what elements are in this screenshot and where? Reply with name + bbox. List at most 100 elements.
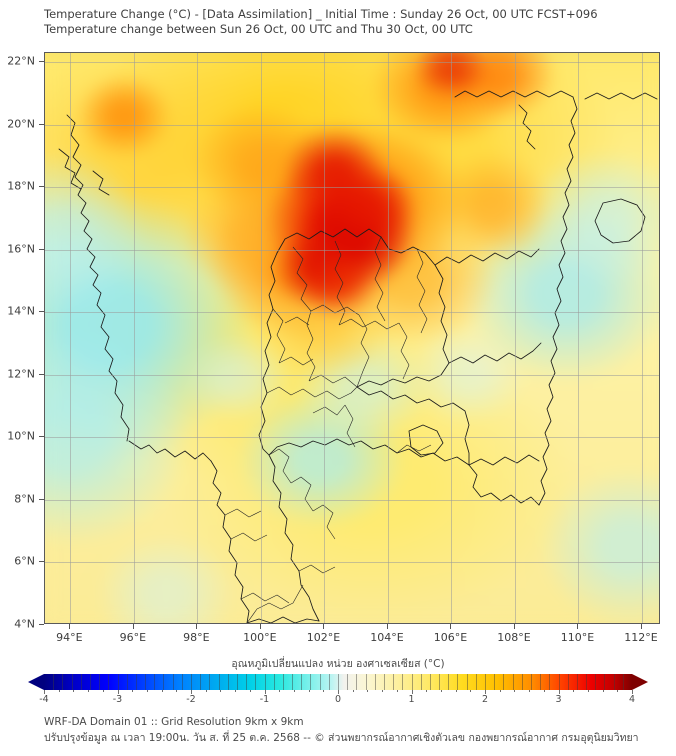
colorbar-segment-divider (80, 674, 82, 690)
colorbar-segment-divider (163, 674, 165, 690)
gridline-horizontal (45, 312, 659, 314)
title-line-2: Temperature change between Sun 26 Oct, 0… (44, 22, 473, 36)
title-line-1: Temperature Change (°C) - [Data Assimila… (44, 7, 598, 21)
colorbar-segment-divider (135, 674, 137, 690)
colorbar-minor-tick (455, 690, 457, 692)
colorbar-tick-label: 3 (555, 694, 562, 705)
field-smoothing-overlay (45, 53, 659, 623)
x-axis-label: 100°E (243, 631, 277, 644)
colorbar-segment-divider (282, 674, 284, 690)
colorbar-segment-divider (53, 674, 55, 690)
x-axis-tick (323, 624, 325, 629)
y-axis-label: 6°N (14, 554, 35, 568)
colorbar-segment-divider (209, 674, 211, 690)
y-axis-tick (39, 123, 44, 125)
colorbar-title: อุณหภูมิเปลี่ยนแปลง หน่วย องศาเซลเซียส (… (231, 658, 445, 670)
colorbar-segment-divider (154, 674, 156, 690)
colorbar-tick (44, 690, 45, 694)
colorbar-minor-tick (352, 690, 354, 692)
x-axis-label: 110°E (560, 631, 595, 644)
colorbar: อุณหภูมิเปลี่ยนแปลง หน่วย องศาเซลเซียส (… (0, 655, 676, 711)
colorbar-segment-divider (200, 674, 202, 690)
colorbar-minor-tick (102, 690, 104, 692)
colorbar-minor-tick (367, 690, 369, 692)
colorbar-minor-tick (617, 690, 619, 692)
y-axis-label: 18°N (7, 179, 35, 193)
gridline-vertical (197, 53, 199, 623)
colorbar-minor-tick (279, 690, 281, 692)
y-axis-tick (39, 373, 44, 375)
gridline-horizontal (45, 124, 659, 126)
colorbar-tick (264, 690, 266, 694)
colorbar-tick-label: 2 (481, 694, 489, 705)
colorbar-minor-tick (470, 690, 472, 692)
colorbar-minor-tick (293, 690, 295, 692)
y-axis-tick (39, 498, 44, 500)
gridline-horizontal (45, 374, 659, 376)
colorbar-segment-divider (301, 674, 303, 690)
colorbar-segment-divider (383, 674, 385, 690)
colorbar-minor-tick (205, 690, 207, 692)
colorbar-segment-divider (145, 674, 147, 690)
colorbar-segment-divider (181, 674, 183, 690)
colorbar-segment-divider (613, 674, 615, 690)
coastline-overlay (58, 90, 658, 623)
y-axis-label: 14°N (7, 304, 35, 318)
colorbar-segment-divider (512, 674, 514, 690)
y-axis-label: 16°N (7, 242, 35, 256)
colorbar-minor-tick (117, 690, 119, 692)
x-axis-tick (386, 624, 388, 629)
colorbar-segment-divider (567, 674, 569, 690)
colorbar-segment-divider (264, 674, 266, 690)
colorbar-segment-divider (292, 674, 294, 690)
colorbar-segment-divider (558, 674, 560, 690)
colorbar-segment-divider (62, 674, 64, 690)
colorbar-tick-label: -4 (39, 694, 49, 705)
colorbar-segment-divider (356, 674, 358, 690)
colorbar-minor-tick (411, 690, 413, 692)
colorbar-segment-divider (429, 674, 431, 690)
colorbar-segment-divider (126, 674, 128, 690)
colorbar-segment-divider (411, 674, 413, 690)
x-axis-tick (132, 624, 134, 629)
x-axis-label: 94°E (56, 631, 83, 644)
colorbar-segment-divider (503, 674, 505, 690)
colorbar-segment-divider (475, 674, 477, 690)
colorbar-tick-label: -3 (112, 694, 123, 705)
gridline-horizontal (45, 437, 659, 439)
colorbar-segment-divider (227, 674, 229, 690)
y-axis-label: 10°N (7, 429, 35, 443)
colorbar-minor-tick (543, 690, 545, 692)
y-axis-label: 4°N (14, 617, 35, 631)
colorbar-tick-label: 4 (628, 694, 636, 705)
colorbar-minor-tick (382, 690, 384, 692)
colorbar-segment-divider (439, 674, 441, 690)
colorbar-tick (338, 690, 339, 694)
y-axis-tick (39, 186, 44, 188)
gridline-vertical (324, 53, 326, 623)
colorbar-segment-divider (604, 674, 606, 690)
colorbar-tick (191, 690, 192, 694)
colorbar-segment-divider (246, 674, 248, 690)
colorbar-minor-tick (426, 690, 428, 692)
colorbar-segment-divider (494, 674, 496, 690)
colorbar-minor-tick (396, 690, 398, 692)
x-axis-tick (450, 624, 452, 629)
colorbar-tick-label: 1 (408, 694, 415, 705)
y-axis-tick (39, 61, 44, 63)
gridline-vertical (641, 53, 643, 623)
colorbar-minor-tick (485, 690, 486, 692)
colorbar-minor-tick (220, 690, 222, 692)
colorbar-tick (411, 690, 413, 694)
colorbar-segment-divider (521, 674, 523, 690)
colorbar-segment-divider (622, 674, 624, 690)
x-axis-tick (259, 624, 261, 629)
colorbar-segment-divider (586, 674, 588, 690)
x-axis-tick (640, 624, 642, 629)
colorbar-segment-divider (191, 674, 192, 690)
colorbar-segment-divider (365, 674, 367, 690)
colorbar-minor-tick (249, 690, 251, 692)
colorbar-tick (117, 690, 119, 694)
colorbar-minor-tick (73, 690, 75, 692)
colorbar-segment-divider (108, 674, 110, 690)
